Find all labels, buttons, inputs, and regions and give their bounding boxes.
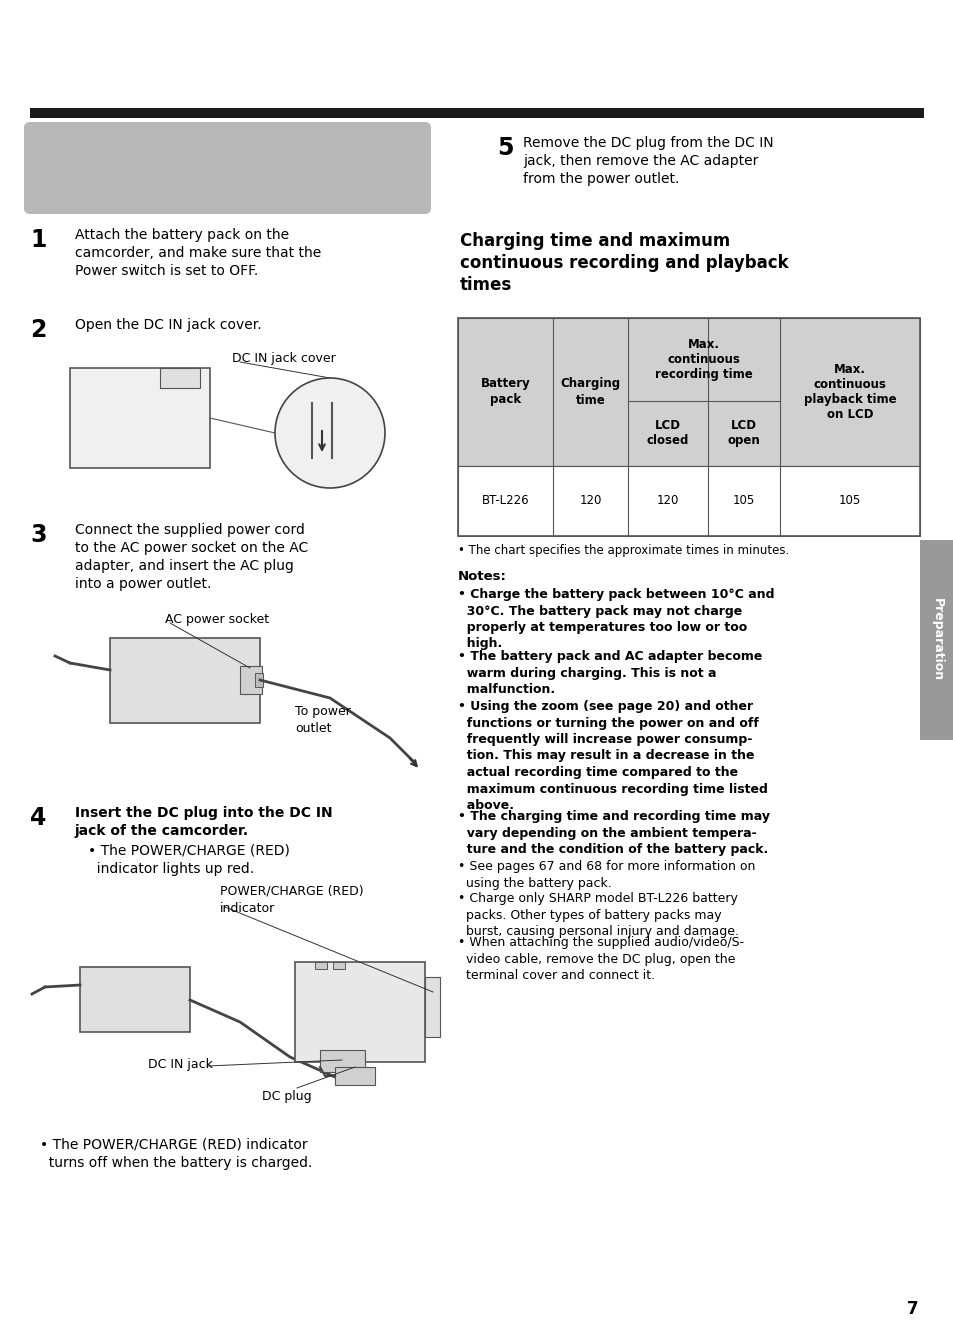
Bar <box>457 466 919 536</box>
Bar <box>319 1050 365 1073</box>
Circle shape <box>357 980 421 1044</box>
Bar <box>335 1067 375 1085</box>
Bar <box>333 961 345 969</box>
Text: 105: 105 <box>732 494 755 507</box>
Bar <box>314 961 327 969</box>
Text: • Charge only SHARP model BT-L226 battery
  packs. Other types of battery packs : • Charge only SHARP model BT-L226 batter… <box>457 892 739 939</box>
Text: Connect the supplied power cord
to the AC power socket on the AC
adapter, and in: Connect the supplied power cord to the A… <box>75 524 308 590</box>
FancyBboxPatch shape <box>24 122 431 214</box>
Text: 105: 105 <box>838 494 861 507</box>
Bar <box>110 637 260 723</box>
Bar <box>457 317 919 466</box>
Text: LCD
open: LCD open <box>727 419 760 447</box>
Bar <box>919 540 953 740</box>
Text: Max.
continuous
playback time
on LCD: Max. continuous playback time on LCD <box>802 363 896 420</box>
Text: 2: 2 <box>30 317 47 341</box>
Circle shape <box>274 378 385 487</box>
Text: Remove the DC plug from the DC IN
jack, then remove the AC adapter
from the powe: Remove the DC plug from the DC IN jack, … <box>522 137 773 186</box>
Bar <box>70 368 210 469</box>
Text: To power
outlet: To power outlet <box>294 706 351 735</box>
Bar <box>240 665 262 694</box>
Text: • When attaching the supplied audio/video/S-
  video cable, remove the DC plug, : • When attaching the supplied audio/vide… <box>457 936 743 981</box>
Text: • The battery pack and AC adapter become
  warm during charging. This is not a
 : • The battery pack and AC adapter become… <box>457 649 761 696</box>
Text: BT-L226: BT-L226 <box>481 494 529 507</box>
Text: DC plug: DC plug <box>262 1090 312 1103</box>
Bar <box>294 961 424 1062</box>
Text: • See pages 67 and 68 for more information on
  using the battery pack.: • See pages 67 and 68 for more informati… <box>457 860 755 889</box>
Bar <box>30 108 923 118</box>
Bar <box>80 967 190 1032</box>
Text: Preparation: Preparation <box>929 599 943 682</box>
Text: LCD
closed: LCD closed <box>646 419 688 447</box>
Text: Open the DC IN jack cover.: Open the DC IN jack cover. <box>75 317 261 332</box>
Text: 120: 120 <box>578 494 601 507</box>
Text: 3: 3 <box>30 524 47 548</box>
Text: Battery
pack: Battery pack <box>480 378 530 407</box>
Text: 4: 4 <box>30 806 47 830</box>
Text: Charging time and maximum
continuous recording and playback
times: Charging time and maximum continuous rec… <box>459 232 788 295</box>
Text: Attach the battery pack on the
camcorder, and make sure that the
Power switch is: Attach the battery pack on the camcorder… <box>75 228 321 277</box>
Bar <box>254 674 263 687</box>
Text: • The POWER/CHARGE (RED)
  indicator lights up red.: • The POWER/CHARGE (RED) indicator light… <box>88 844 290 876</box>
Text: 5: 5 <box>497 137 513 159</box>
Text: AC power socket: AC power socket <box>165 613 269 627</box>
Bar <box>457 317 919 536</box>
Bar <box>424 977 439 1036</box>
Text: • Using the zoom (see page 20) and other
  functions or turning the power on and: • Using the zoom (see page 20) and other… <box>457 700 767 811</box>
Text: • The charging time and recording time may
  vary depending on the ambient tempe: • The charging time and recording time m… <box>457 810 769 856</box>
Text: Insert the DC plug into the DC IN
jack of the camcorder.: Insert the DC plug into the DC IN jack o… <box>75 806 333 838</box>
Text: • The chart specifies the approximate times in minutes.: • The chart specifies the approximate ti… <box>457 544 788 557</box>
Text: POWER/CHARGE (RED)
indicator: POWER/CHARGE (RED) indicator <box>220 885 363 915</box>
Text: Notes:: Notes: <box>457 570 506 582</box>
Text: • The POWER/CHARGE (RED) indicator
  turns off when the battery is charged.: • The POWER/CHARGE (RED) indicator turns… <box>40 1138 312 1170</box>
Text: 120: 120 <box>656 494 679 507</box>
Text: 7: 7 <box>906 1300 918 1318</box>
Text: Charging the Battery
Pack: Charging the Battery Pack <box>45 142 309 185</box>
Text: • Charge the battery pack between 10°C and
  30°C. The battery pack may not char: • Charge the battery pack between 10°C a… <box>457 588 774 651</box>
Bar <box>160 368 200 388</box>
Text: Max.
continuous
recording time: Max. continuous recording time <box>655 337 752 380</box>
Text: DC IN jack cover: DC IN jack cover <box>232 352 335 366</box>
Text: Charging
time: Charging time <box>559 378 619 407</box>
Text: 1: 1 <box>30 228 47 252</box>
Circle shape <box>370 992 410 1032</box>
Text: DC IN jack: DC IN jack <box>148 1058 213 1071</box>
